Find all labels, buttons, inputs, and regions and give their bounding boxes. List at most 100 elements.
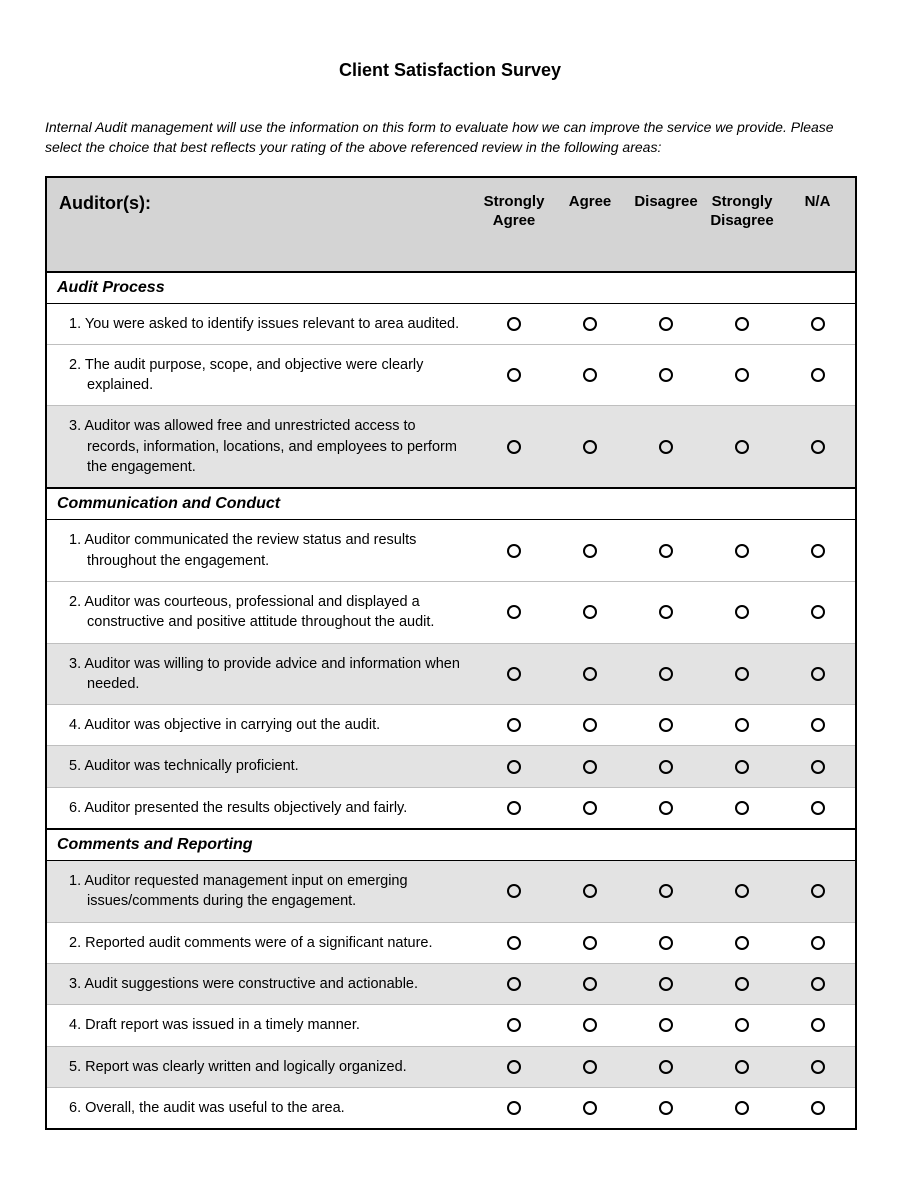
radio-option[interactable] (735, 718, 749, 732)
radio-option[interactable] (659, 1060, 673, 1074)
radio-option[interactable] (811, 936, 825, 950)
radio-option[interactable] (735, 760, 749, 774)
radio-option[interactable] (507, 1060, 521, 1074)
radio-option[interactable] (583, 317, 597, 331)
radio-option[interactable] (659, 760, 673, 774)
radio-option[interactable] (507, 1018, 521, 1032)
radio-option[interactable] (735, 667, 749, 681)
question-text: 3. Auditor was willing to provide advice… (46, 643, 476, 705)
radio-option[interactable] (659, 368, 673, 382)
rating-cell (476, 520, 552, 582)
radio-option[interactable] (811, 544, 825, 558)
radio-option[interactable] (583, 1060, 597, 1074)
radio-option[interactable] (811, 667, 825, 681)
radio-option[interactable] (811, 760, 825, 774)
radio-option[interactable] (735, 936, 749, 950)
rating-cell (704, 1087, 780, 1129)
rating-cell (780, 581, 856, 643)
question-text: 6. Overall, the audit was useful to the … (46, 1087, 476, 1129)
radio-option[interactable] (583, 667, 597, 681)
radio-option[interactable] (659, 440, 673, 454)
radio-option[interactable] (583, 605, 597, 619)
rating-cell (552, 861, 628, 923)
question-text: 4. Draft report was issued in a timely m… (46, 1005, 476, 1046)
radio-option[interactable] (735, 977, 749, 991)
radio-option[interactable] (659, 718, 673, 732)
radio-option[interactable] (811, 1101, 825, 1115)
radio-option[interactable] (659, 667, 673, 681)
radio-option[interactable] (659, 544, 673, 558)
radio-option[interactable] (659, 977, 673, 991)
radio-option[interactable] (583, 544, 597, 558)
radio-option[interactable] (583, 1101, 597, 1115)
radio-option[interactable] (507, 317, 521, 331)
radio-option[interactable] (735, 544, 749, 558)
radio-option[interactable] (811, 605, 825, 619)
rating-cell (552, 643, 628, 705)
rating-cell (476, 861, 552, 923)
radio-option[interactable] (735, 801, 749, 815)
radio-option[interactable] (507, 1101, 521, 1115)
radio-option[interactable] (507, 718, 521, 732)
rating-cell (628, 1087, 704, 1129)
radio-option[interactable] (507, 884, 521, 898)
radio-option[interactable] (735, 1101, 749, 1115)
radio-option[interactable] (507, 544, 521, 558)
rating-cell (704, 1046, 780, 1087)
radio-option[interactable] (507, 936, 521, 950)
rating-cell (628, 406, 704, 488)
radio-option[interactable] (735, 368, 749, 382)
radio-option[interactable] (735, 440, 749, 454)
rating-cell (780, 344, 856, 406)
radio-option[interactable] (735, 1018, 749, 1032)
radio-option[interactable] (583, 884, 597, 898)
radio-option[interactable] (507, 667, 521, 681)
radio-option[interactable] (659, 801, 673, 815)
radio-option[interactable] (811, 977, 825, 991)
radio-option[interactable] (659, 1101, 673, 1115)
radio-option[interactable] (583, 977, 597, 991)
radio-option[interactable] (811, 368, 825, 382)
question-text: 4. Auditor was objective in carrying out… (46, 705, 476, 746)
radio-option[interactable] (811, 440, 825, 454)
radio-option[interactable] (583, 801, 597, 815)
rating-cell (780, 1005, 856, 1046)
rating-cell (552, 922, 628, 963)
radio-option[interactable] (507, 440, 521, 454)
radio-option[interactable] (659, 884, 673, 898)
rating-cell (552, 303, 628, 344)
radio-option[interactable] (583, 936, 597, 950)
radio-option[interactable] (735, 1060, 749, 1074)
rating-cell (552, 787, 628, 829)
radio-option[interactable] (507, 801, 521, 815)
radio-option[interactable] (583, 718, 597, 732)
radio-option[interactable] (659, 605, 673, 619)
radio-option[interactable] (735, 884, 749, 898)
radio-option[interactable] (659, 936, 673, 950)
rating-cell (628, 963, 704, 1004)
radio-option[interactable] (811, 884, 825, 898)
radio-option[interactable] (735, 605, 749, 619)
rating-cell (628, 1005, 704, 1046)
radio-option[interactable] (811, 1060, 825, 1074)
radio-option[interactable] (583, 760, 597, 774)
radio-option[interactable] (583, 368, 597, 382)
radio-option[interactable] (507, 605, 521, 619)
radio-option[interactable] (811, 317, 825, 331)
rating-cell (780, 963, 856, 1004)
radio-option[interactable] (811, 718, 825, 732)
radio-option[interactable] (811, 801, 825, 815)
radio-option[interactable] (583, 440, 597, 454)
radio-option[interactable] (507, 977, 521, 991)
radio-option[interactable] (735, 317, 749, 331)
question-text: 2. Auditor was courteous, professional a… (46, 581, 476, 643)
radio-option[interactable] (507, 760, 521, 774)
radio-option[interactable] (659, 317, 673, 331)
section-title: Comments and Reporting (46, 829, 856, 861)
rating-cell (552, 520, 628, 582)
radio-option[interactable] (811, 1018, 825, 1032)
rating-cell (704, 787, 780, 829)
radio-option[interactable] (659, 1018, 673, 1032)
radio-option[interactable] (583, 1018, 597, 1032)
radio-option[interactable] (507, 368, 521, 382)
